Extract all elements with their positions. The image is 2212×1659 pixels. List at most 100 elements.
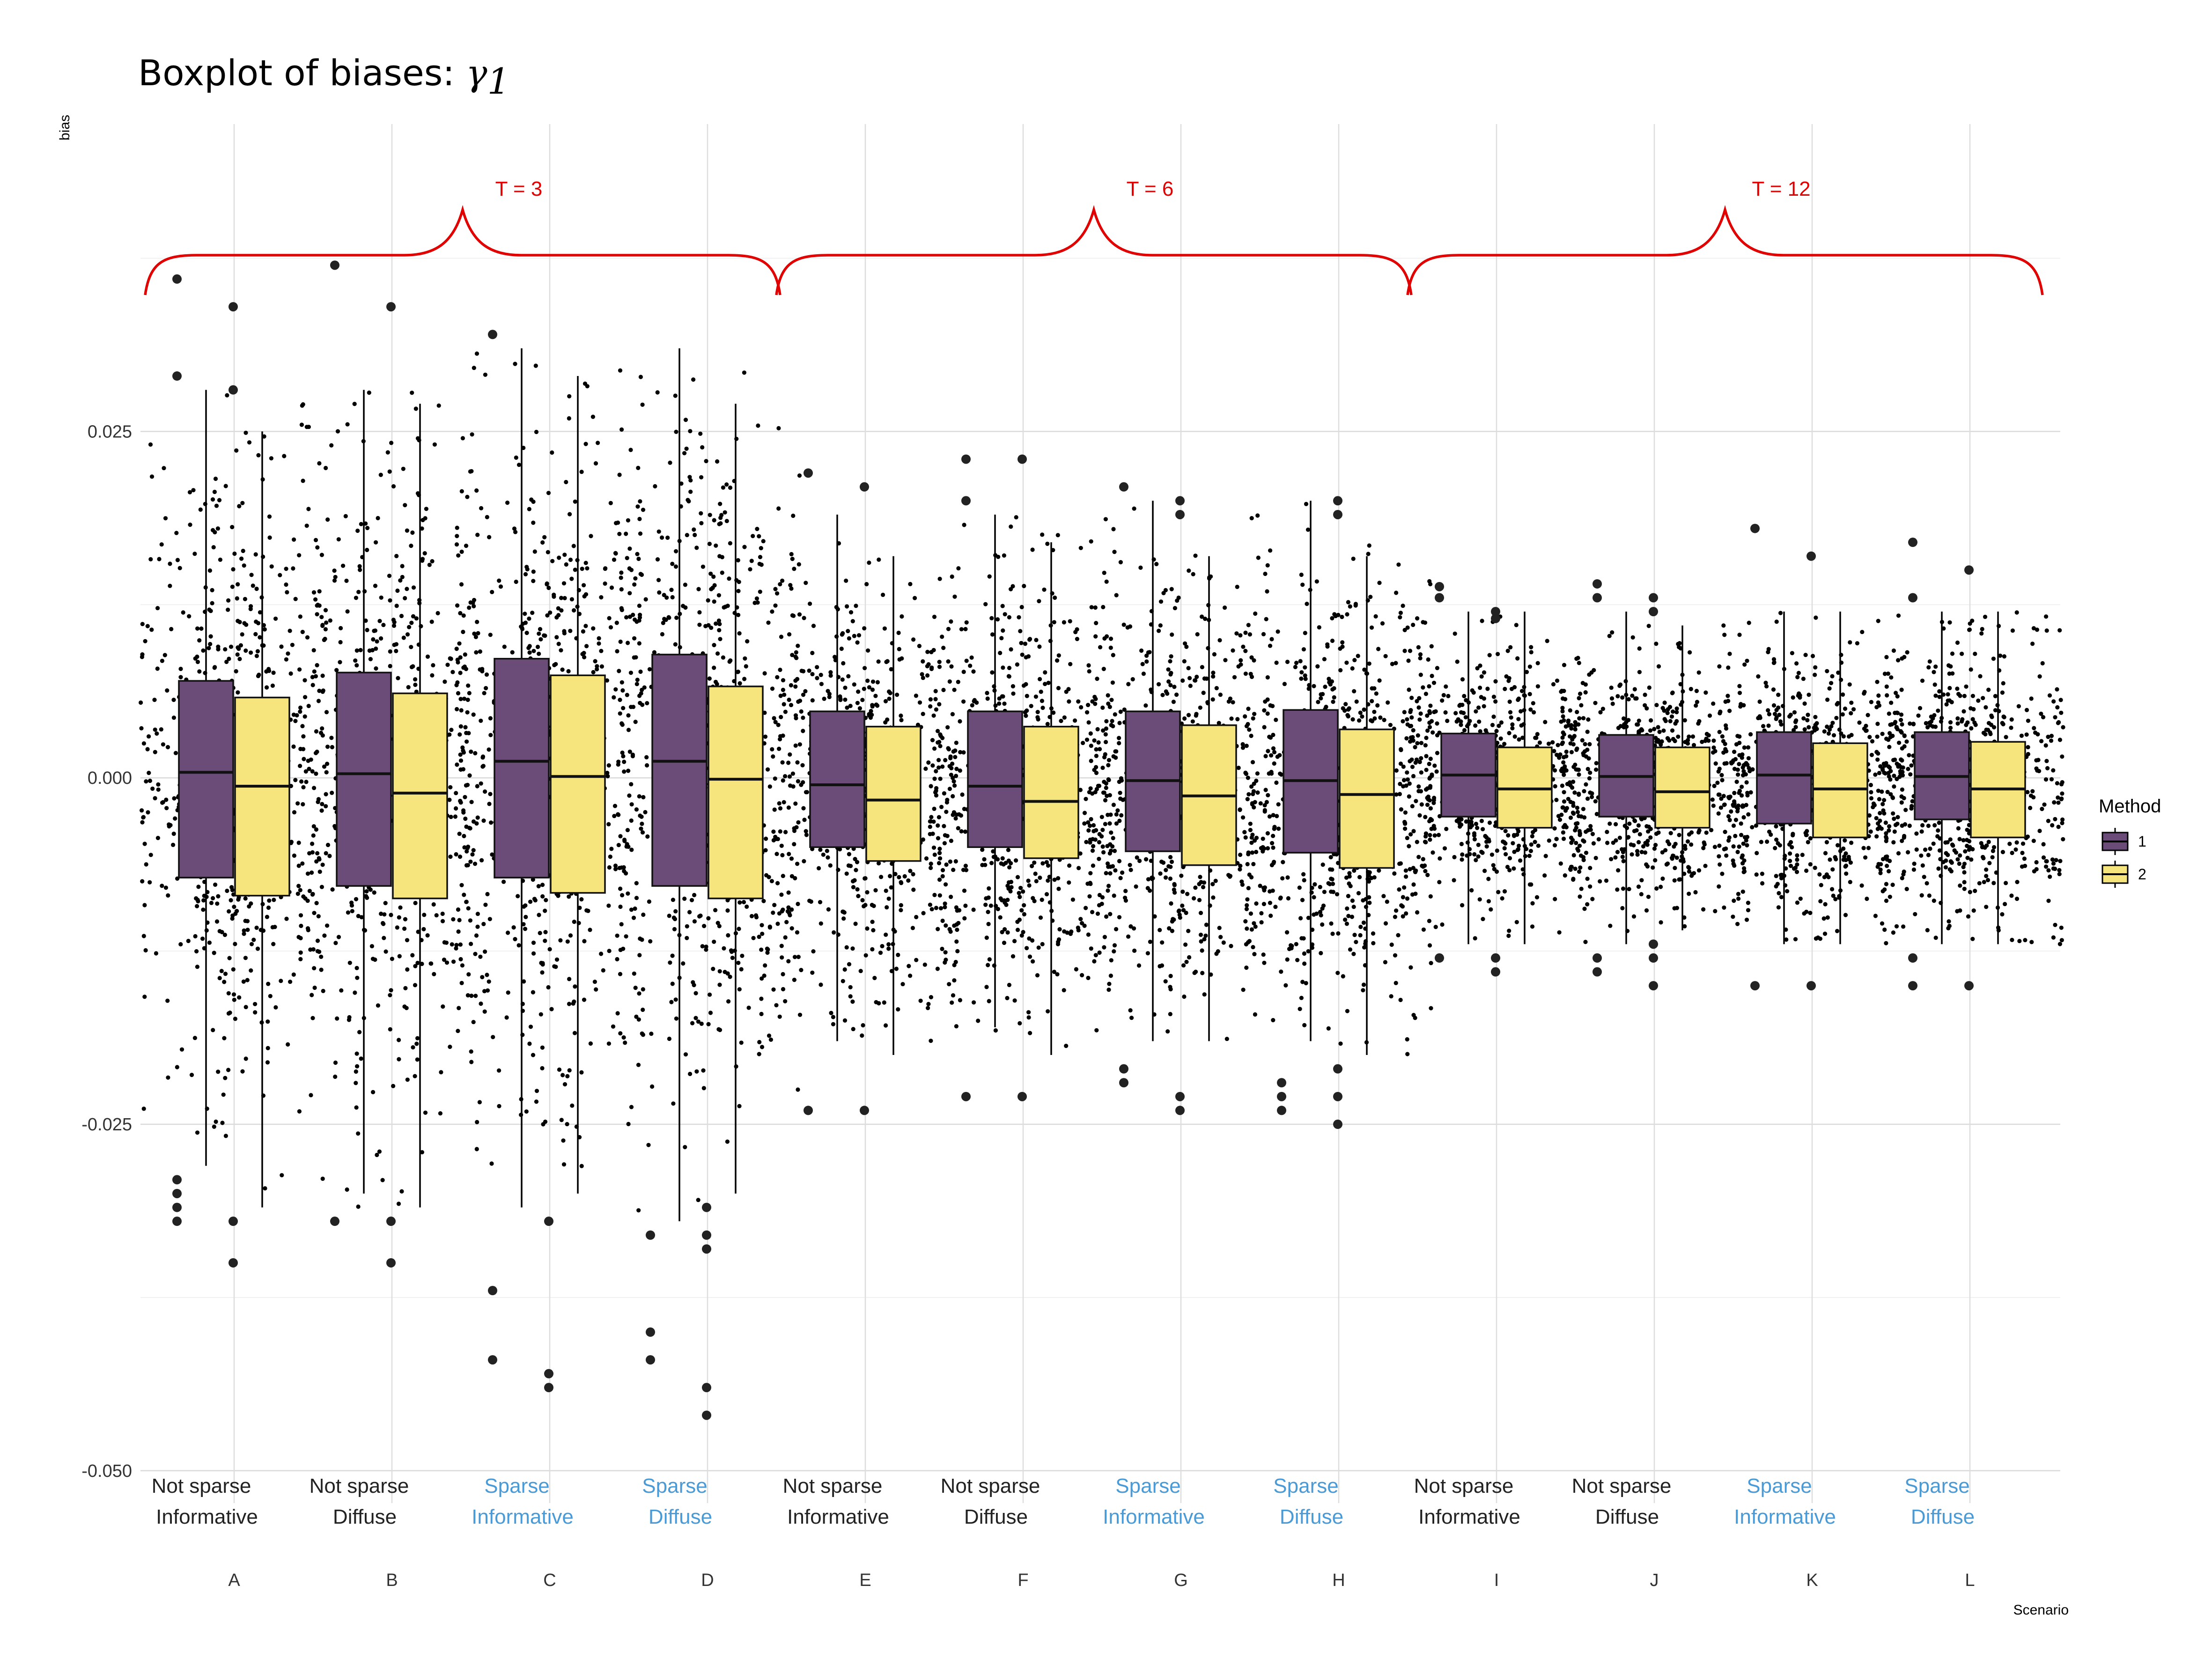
jitter-point (1771, 703, 1777, 708)
jitter-point (786, 760, 791, 765)
jitter-point (1097, 856, 1101, 861)
jitter-point (606, 822, 611, 826)
jitter-point (1118, 709, 1123, 714)
jitter-point (1089, 539, 1093, 544)
jitter-point (1203, 933, 1208, 938)
jitter-point (1088, 823, 1092, 828)
jitter-point (554, 635, 559, 640)
jitter-point (278, 573, 282, 577)
jitter-point (1265, 697, 1270, 702)
jitter-point (302, 757, 306, 761)
jitter-point (1944, 851, 1948, 855)
jitter-point (1581, 807, 1585, 811)
jitter-point (817, 866, 821, 870)
jitter-point (778, 806, 783, 811)
jitter-point (1272, 761, 1276, 766)
jitter-point (692, 892, 697, 898)
jitter-point (1170, 632, 1174, 637)
jitter-point (674, 429, 678, 434)
jitter-point (1169, 859, 1174, 864)
jitter-point (781, 778, 785, 783)
jitter-point (439, 1070, 443, 1075)
jitter-point (548, 610, 553, 615)
jitter-point (861, 1023, 865, 1028)
jitter-point (774, 1003, 779, 1008)
jitter-point (536, 884, 541, 889)
jitter-point (1093, 605, 1098, 610)
jitter-point (1348, 604, 1352, 609)
jitter-point (303, 695, 308, 700)
jitter-point (1926, 665, 1931, 670)
jitter-point (321, 988, 325, 993)
jitter-point (1034, 879, 1039, 884)
jitter-point (1907, 823, 1912, 828)
jitter-point (1965, 720, 1970, 725)
jitter-point (1936, 828, 1940, 833)
jitter-point (1674, 710, 1679, 715)
jitter-point (618, 1031, 623, 1036)
jitter-point (1746, 900, 1750, 905)
jitter-point (254, 925, 259, 930)
jitter-point (164, 797, 169, 802)
jitter-point (357, 564, 362, 568)
jitter-point (621, 754, 626, 759)
jitter-point (405, 1077, 410, 1082)
jitter-point (471, 712, 476, 717)
jitter-point (1446, 693, 1451, 699)
jitter-point (1843, 864, 1848, 869)
jitter-point (330, 790, 334, 795)
jitter-point (1095, 677, 1099, 681)
jitter-point (886, 946, 891, 951)
jitter-point (881, 592, 885, 597)
jitter-point (936, 765, 941, 770)
jitter-point (1437, 880, 1442, 885)
jitter-point (1561, 805, 1565, 810)
jitter-point (958, 768, 962, 773)
jitter-point (728, 974, 732, 979)
jitter-point (617, 472, 622, 477)
jitter-point (212, 489, 217, 494)
jitter-point (1120, 870, 1125, 875)
jitter-point (477, 1100, 482, 1105)
jitter-point (1115, 808, 1120, 813)
jitter-point (787, 852, 791, 856)
jitter-point (1502, 846, 1507, 851)
jitter-point (1505, 864, 1510, 870)
jitter-point (728, 485, 733, 490)
jitter-point (236, 690, 240, 695)
jitter-point (464, 730, 469, 735)
jitter-point (303, 769, 308, 774)
jitter-point (1104, 786, 1108, 790)
jitter-point (1045, 541, 1050, 546)
jitter-point (1662, 700, 1667, 705)
jitter-point (1483, 833, 1488, 839)
jitter-point (1430, 850, 1435, 855)
jitter-point (1119, 813, 1124, 818)
jitter-point (463, 816, 468, 821)
jitter-point (616, 762, 620, 767)
jitter-point (629, 848, 634, 852)
jitter-point (531, 951, 536, 956)
jitter-point (249, 573, 254, 577)
jitter-point (636, 1062, 641, 1067)
jitter-point (1040, 532, 1045, 537)
jitter-point (796, 562, 801, 567)
jitter-point (1303, 673, 1307, 678)
jitter-point (1111, 653, 1115, 657)
jitter-point (227, 909, 231, 914)
jitter-point (722, 946, 726, 951)
jitter-point (267, 535, 272, 540)
jitter-point (1969, 726, 1974, 731)
jitter-point (324, 792, 328, 796)
jitter-point (1885, 863, 1889, 868)
jitter-point (645, 701, 649, 706)
jitter-point (797, 473, 802, 478)
jitter-point (1772, 712, 1777, 716)
jitter-point (949, 766, 954, 771)
jitter-point (233, 942, 237, 946)
jitter-point (483, 902, 488, 907)
jitter-point (231, 567, 236, 572)
jitter-point (631, 612, 635, 617)
jitter-point (1258, 801, 1263, 806)
jitter-point (936, 836, 941, 841)
